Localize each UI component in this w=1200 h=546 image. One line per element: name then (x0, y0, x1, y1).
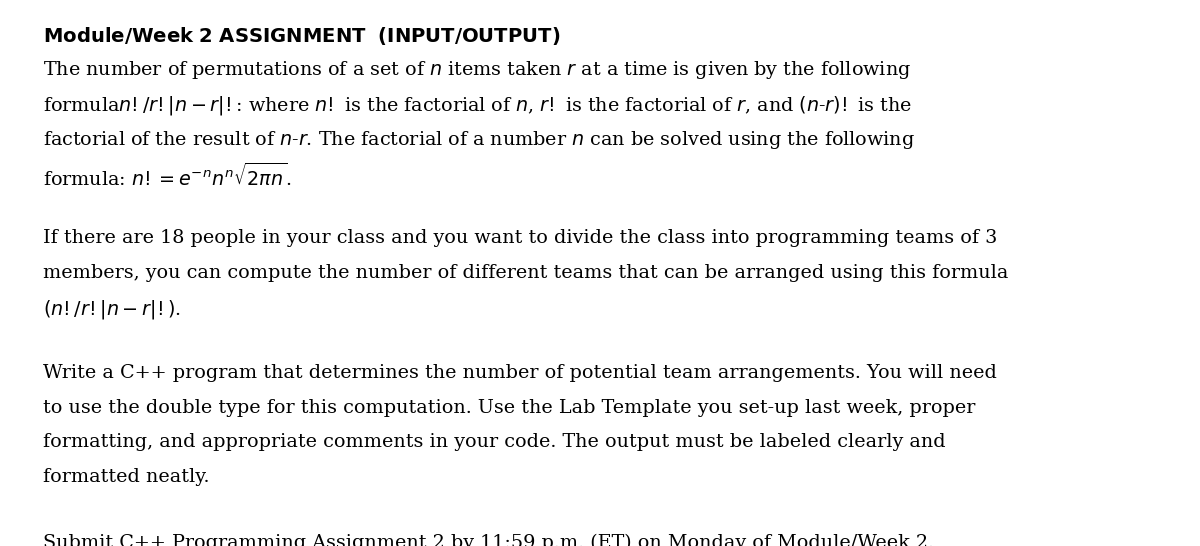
Text: The number of permutations of a set of $n$ items taken $r$ at a time is given by: The number of permutations of a set of $… (43, 60, 911, 81)
Text: If there are 18 people in your class and you want to divide the class into progr: If there are 18 people in your class and… (43, 229, 997, 247)
Text: formula$n!/r!|n-r|!$: where $n!$ is the factorial of $n$, $r!$ is the factorial : formula$n!/r!|n-r|!$: where $n!$ is the … (43, 94, 912, 117)
Text: $(n!/r!|n-r|!)$.: $(n!/r!|n-r|!)$. (43, 298, 181, 321)
Text: $\bf{Module/Week\ 2\ ASSIGNMENT\ \ (INPUT/OUTPUT)}$: $\bf{Module/Week\ 2\ ASSIGNMENT\ \ (INPU… (43, 25, 560, 47)
Text: to use the double type for this computation. Use the Lab Template you set-up las: to use the double type for this computat… (43, 399, 976, 417)
Text: formatted neatly.: formatted neatly. (43, 468, 210, 486)
Text: Write a C++ program that determines the number of potential team arrangements. Y: Write a C++ program that determines the … (43, 364, 997, 382)
Text: formula: $n!=e^{-n}n^{n}\sqrt{2\pi n}$.: formula: $n!=e^{-n}n^{n}\sqrt{2\pi n}$. (43, 163, 292, 191)
Text: members, you can compute the number of different teams that can be arranged usin: members, you can compute the number of d… (43, 264, 1008, 282)
Text: formatting, and appropriate comments in your code. The output must be labeled cl: formatting, and appropriate comments in … (43, 434, 946, 452)
Text: factorial of the result of $n$-$r$. The factorial of a number $n$ can be solved : factorial of the result of $n$-$r$. The … (43, 128, 914, 151)
Text: Submit C++ Programming Assignment 2 by 11:59 p.m. (ET) on Monday of Module/Week : Submit C++ Programming Assignment 2 by 1… (43, 534, 934, 546)
